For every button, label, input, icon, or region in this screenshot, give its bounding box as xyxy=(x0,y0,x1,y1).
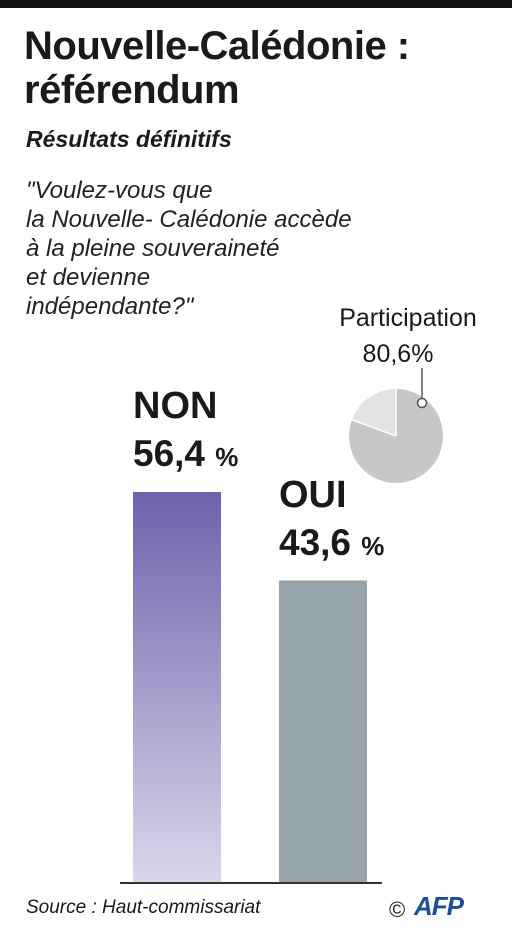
afp-logo: AFP xyxy=(414,891,464,921)
chart-subtitle: Résultats définitifs xyxy=(26,126,232,152)
participation-label: Participation xyxy=(339,304,477,332)
x-axis-baseline xyxy=(120,882,382,884)
question-line: et devienne xyxy=(26,264,151,291)
question-line: à la pleine souveraineté xyxy=(26,235,280,262)
top-rule xyxy=(0,0,512,8)
chart-title: Nouvelle-Calédonie : référendum xyxy=(24,24,410,112)
bar-label-non: NON xyxy=(133,385,218,427)
participation-pie xyxy=(348,389,443,483)
question-line: indépendante?" xyxy=(26,293,194,320)
bar-value-non: 56,4 % xyxy=(133,433,239,474)
referendum-question: "Voulez-vous que la Nouvelle- Calédonie … xyxy=(26,176,466,321)
bar-non xyxy=(133,492,221,882)
bar-value-oui: 43,6 % xyxy=(279,521,385,563)
copyright-icon: © xyxy=(389,897,406,922)
bar-label-oui: OUI xyxy=(279,473,347,516)
participation-value: 80,6% xyxy=(362,340,434,368)
question-line: la Nouvelle- Calédonie accède xyxy=(26,206,352,233)
participation-pointer xyxy=(416,368,428,409)
source-note: Source : Haut-commissariat xyxy=(26,897,261,918)
pie-divider xyxy=(351,419,397,437)
question-line: "Voulez-vous que xyxy=(26,177,213,204)
bar-oui xyxy=(279,580,367,882)
